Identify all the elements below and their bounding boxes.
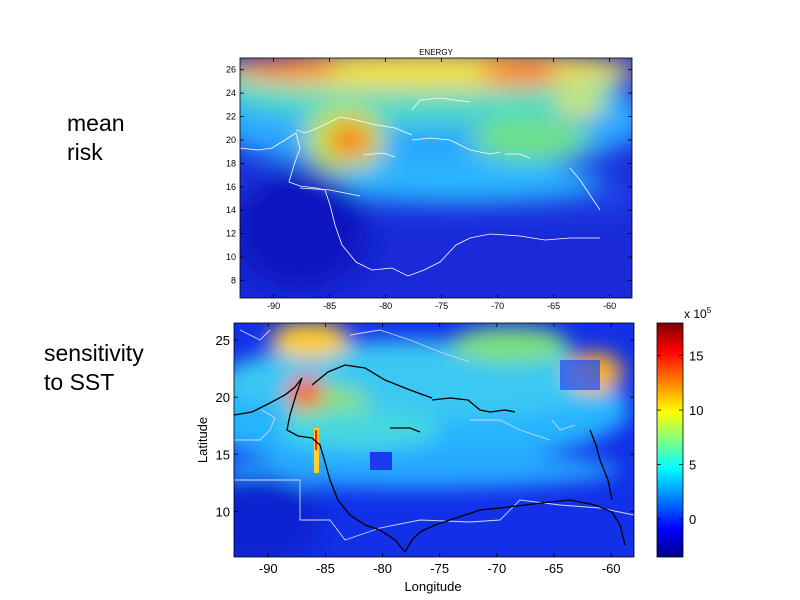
- bottom-y-axis-label: Latitude: [195, 417, 210, 463]
- bottom-x-tick-label: -60: [602, 561, 621, 576]
- bottom-contours: [234, 329, 635, 541]
- bottom-y-tick-label: 10: [216, 504, 230, 519]
- bottom-x-tick-label: -80: [373, 561, 392, 576]
- colorbar-tick-label: 5: [689, 457, 696, 472]
- top-x-tick-label: -60: [603, 301, 616, 311]
- colorbar-tick-label: 0: [689, 512, 696, 527]
- top-coastlines: [239, 97, 601, 277]
- top-y-tick-label: 22: [226, 112, 236, 122]
- bottom-x-tick-label: -75: [430, 561, 449, 576]
- top-x-tick-label: -85: [323, 301, 336, 311]
- top-map-frame: [239, 57, 633, 299]
- colorbar-ticks: 15 10 5 0: [657, 349, 703, 527]
- top-y-tick-label: 24: [226, 88, 236, 98]
- top-y-tick-label: 10: [226, 252, 236, 262]
- top-y-ticks: 26 24 22 20 18 16 14 12 10 8: [226, 65, 632, 285]
- colorbar: [656, 322, 684, 558]
- sensitivity-to-sst-label: sensitivity to SST: [44, 340, 144, 395]
- top-y-tick-label: 26: [226, 65, 236, 75]
- top-y-tick-label: 8: [231, 275, 236, 285]
- top-x-tick-label: -65: [547, 301, 560, 311]
- colorbar-exponent-label: x 105: [684, 306, 712, 321]
- colorbar-tick-label: 10: [689, 403, 703, 418]
- top-y-tick-label: 12: [226, 229, 236, 239]
- bottom-x-axis-label: Longitude: [404, 579, 461, 594]
- top-x-tick-label: -80: [379, 301, 392, 311]
- top-x-tick-label: -90: [267, 301, 280, 311]
- bottom-x-tick-label: -70: [487, 561, 506, 576]
- top-y-tick-label: 18: [226, 158, 236, 168]
- colorbar-tick-label: 15: [689, 349, 703, 364]
- top-heatmap: [240, 58, 632, 298]
- bottom-y-tick-label: 20: [216, 390, 230, 405]
- bottom-x-tick-label: -65: [545, 561, 564, 576]
- bottom-map-frame: [233, 322, 635, 558]
- bottom-y-tick-label: 15: [216, 447, 230, 462]
- bottom-heatmap: [234, 323, 634, 557]
- bottom-coastlines: [233, 364, 626, 553]
- top-map-title: ENERGY: [419, 48, 453, 57]
- bottom-y-ticks: 25 20 15 10: [216, 333, 634, 519]
- mean-risk-label: mean risk: [67, 110, 125, 165]
- top-x-tick-label: -75: [435, 301, 448, 311]
- top-y-tick-label: 20: [226, 135, 236, 145]
- top-x-tick-label: -70: [491, 301, 504, 311]
- bottom-x-tick-label: -90: [259, 561, 278, 576]
- bottom-x-ticks: -90 -85 -80 -75 -70 -65 -60: [259, 323, 621, 576]
- top-y-tick-label: 16: [226, 182, 236, 192]
- top-x-ticks: -90 -85 -80 -75 -70 -65 -60: [267, 58, 616, 311]
- bottom-x-tick-label: -85: [316, 561, 335, 576]
- bottom-y-tick-label: 25: [216, 333, 230, 348]
- top-y-tick-label: 14: [226, 205, 236, 215]
